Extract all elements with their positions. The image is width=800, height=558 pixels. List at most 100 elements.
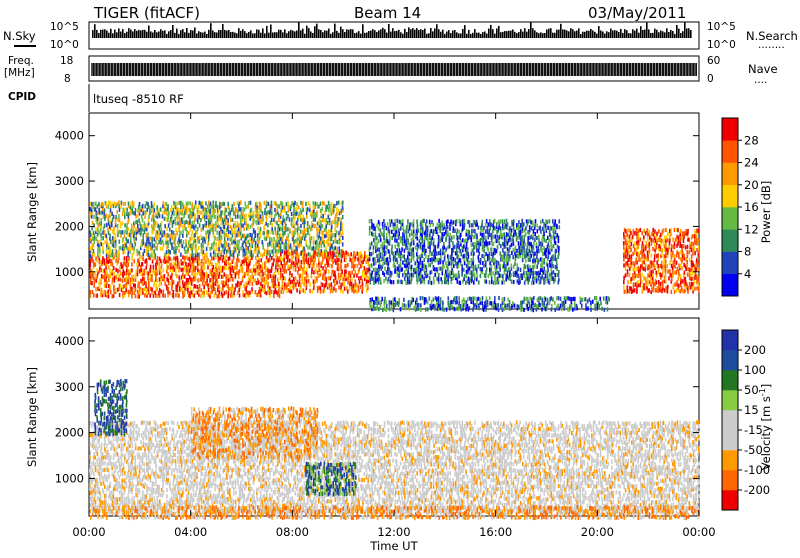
power-cell <box>276 208 278 212</box>
power-cell <box>503 262 505 266</box>
power-cell <box>256 221 258 225</box>
power-cell <box>106 214 108 218</box>
power-cell <box>324 270 326 274</box>
power-cell <box>413 251 415 255</box>
power-cell <box>489 296 491 300</box>
power-cell <box>425 307 427 311</box>
power-cell <box>221 243 223 247</box>
power-cell <box>462 299 464 303</box>
power-cell <box>295 239 297 243</box>
power-cell <box>540 226 542 230</box>
power-cell <box>345 254 347 258</box>
power-cell <box>420 242 422 246</box>
power-cell <box>484 241 486 245</box>
power-cell <box>221 202 223 206</box>
power-cell <box>91 208 93 212</box>
power-cell <box>255 256 257 260</box>
power-cell <box>252 253 254 257</box>
power-cell <box>393 280 395 284</box>
power-cell <box>425 249 427 253</box>
power-cell <box>184 275 186 279</box>
power-cell <box>300 265 302 269</box>
power-cell <box>332 270 334 274</box>
power-cell <box>543 227 545 231</box>
power-cell <box>453 257 455 261</box>
power-cell <box>438 303 440 307</box>
power-cell <box>130 269 132 273</box>
power-cell <box>342 227 344 231</box>
power-cell <box>251 208 253 212</box>
power-cell <box>385 308 387 312</box>
power-cell <box>319 268 321 272</box>
power-cell <box>380 265 382 269</box>
power-cell <box>171 263 173 267</box>
nsky-bar <box>596 34 598 38</box>
nsky-bar <box>122 29 124 38</box>
power-cell <box>283 243 285 247</box>
nsky-bar <box>528 29 530 38</box>
power-cell <box>347 280 349 284</box>
power-cell <box>236 244 238 248</box>
power-cell <box>167 244 169 248</box>
power-cell <box>138 262 140 266</box>
power-cell <box>154 244 156 248</box>
power-cell <box>284 282 286 286</box>
power-cell <box>178 238 180 242</box>
power-cell <box>331 282 333 286</box>
power-cell <box>245 272 247 276</box>
power-cell <box>125 288 127 292</box>
power-cell <box>293 211 295 215</box>
nsky-bar <box>488 29 490 38</box>
power-cell <box>127 269 129 273</box>
power-cell <box>244 218 246 222</box>
power-cell <box>188 263 190 267</box>
power-cell <box>139 269 141 273</box>
power-cell <box>498 303 500 307</box>
power-cell <box>396 239 398 243</box>
power-cell <box>418 261 420 265</box>
power-cell <box>346 251 348 255</box>
power-cell <box>429 280 431 284</box>
power-cell <box>483 264 485 268</box>
power-cell <box>314 224 316 228</box>
power-cell <box>372 233 374 237</box>
power-cell <box>115 288 117 292</box>
power-cell <box>370 305 372 309</box>
power-cell <box>252 275 254 279</box>
power-cell <box>510 233 512 237</box>
power-cell <box>498 296 500 300</box>
power-cell <box>255 241 257 245</box>
power-cell <box>440 226 442 230</box>
power-cell <box>260 209 262 213</box>
power-cell <box>324 240 326 244</box>
power-cell <box>369 252 371 256</box>
nsky-bar <box>644 30 646 38</box>
power-cell <box>92 253 94 257</box>
power-cell <box>251 268 253 272</box>
power-cell <box>411 242 413 246</box>
power-cell <box>287 255 289 259</box>
nsky-tick-top: 10^5 <box>50 21 79 33</box>
power-cell <box>309 233 311 237</box>
power-cell <box>102 275 104 279</box>
power-cell <box>240 246 242 250</box>
power-cell <box>306 283 308 287</box>
power-cell <box>448 296 450 300</box>
power-cell <box>411 273 413 277</box>
power-cell <box>457 236 459 240</box>
nsky-bar <box>156 32 158 38</box>
power-cell <box>224 291 226 295</box>
power-cell <box>128 247 130 251</box>
power-cell <box>165 282 167 286</box>
power-cell <box>238 233 240 237</box>
power-cell <box>140 291 142 295</box>
power-cell <box>195 239 197 243</box>
power-cell <box>135 228 137 232</box>
power-cell <box>350 252 352 256</box>
power-cell <box>89 211 91 215</box>
power-cell <box>209 278 211 282</box>
power-cell <box>400 255 402 259</box>
power-cell <box>157 256 159 260</box>
power-cell <box>158 225 160 229</box>
